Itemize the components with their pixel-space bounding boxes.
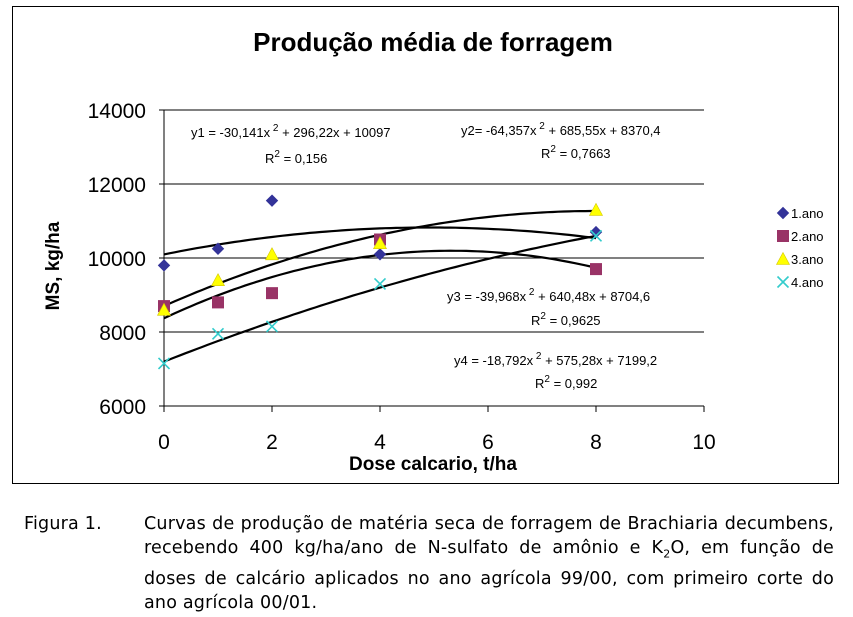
data-point-2.ano [212,296,224,309]
legend-label-3.ano: 3.ano [791,252,824,267]
data-point-3.ano [372,236,388,249]
data-point-4.ano [211,327,225,340]
equation-1.ano: y1 = -30,141x 2 + 296,22x + 10097 [191,123,391,140]
r2-1.ano: R2 = 0,156 [265,149,327,166]
chart-svg: Produção média de forragem 6000 8000 10000… [43,27,824,475]
x-tick-label: 6 [482,431,494,454]
data-point-3.ano [210,273,226,287]
equation-3.ano: y3 = -39,968x 2 + 640,48x + 8704,6 [447,287,650,304]
data-point-3.ano [588,202,604,216]
data-point-1.ano [589,225,603,239]
plot-area: 6000 8000 10000 12000 14000 0 2 4 6 8 10 y1 = -30,1… [88,100,716,454]
data-point-1.ano [211,242,225,255]
equation-2.ano: y2= -64,357x 2 + 685,55x + 8370,4 [461,121,661,138]
legend-marker-2.ano [777,230,789,242]
trendline-1.ano [163,226,597,256]
x-tick-label: 2 [266,431,278,454]
chart-title: Produção média de forragem [253,27,613,57]
y-tick-label: 8000 [99,322,146,345]
r2-4.ano: R2 = 0,992 [535,374,597,391]
figure-caption: Figura 1. Curvas de produção de matéria s… [24,512,839,615]
legend: 1.ano 2.ano 3.ano 4.ano [775,206,824,290]
x-tick-label: 8 [590,431,602,454]
data-point-4.ano [265,320,279,333]
y-tick-label: 14000 [88,100,146,123]
data-point-4.ano [589,229,603,242]
legend-label-4.ano: 4.ano [791,275,824,290]
x-axis-label: Dose calcario, t/ha [349,454,517,475]
x-tick-label: 0 [158,431,170,454]
chart-frame: Produção média de forragem 6000 8000 10000… [12,6,839,484]
r2-2.ano: R2 = 0,7663 [541,144,611,161]
r2-3.ano: R2 = 0,9625 [531,311,601,328]
legend-label-1.ano: 1.ano [791,206,824,221]
data-point-4.ano [157,357,171,370]
legend-marker-1.ano [776,206,790,220]
data-point-3.ano [264,247,280,261]
data-point-1.ano [157,259,171,272]
equation-4.ano: y4 = -18,792x 2 + 575,28x + 7199,2 [454,351,657,368]
data-point-3.ano [156,302,172,316]
caption-label: Figura 1. [24,514,102,534]
data-point-1.ano [373,248,387,261]
x-tick-label: 4 [374,431,386,454]
y-tick-label: 10000 [88,248,146,271]
data-point-2.ano [590,263,602,276]
data-point-2.ano [266,287,278,300]
data-point-4.ano [373,277,387,290]
data-point-1.ano [265,194,279,207]
caption-text: Curvas de produção de matéria seca de fo… [144,514,834,613]
legend-label-2.ano: 2.ano [791,229,824,244]
y-axis-label: MS, kg/ha [43,221,64,310]
trendline-4.ano [163,234,597,363]
y-tick-label: 12000 [88,174,146,197]
y-tick-label: 6000 [99,396,146,419]
legend-marker-3.ano [775,251,791,265]
legend-marker-4.ano [776,275,790,289]
x-tick-label: 10 [692,431,715,454]
